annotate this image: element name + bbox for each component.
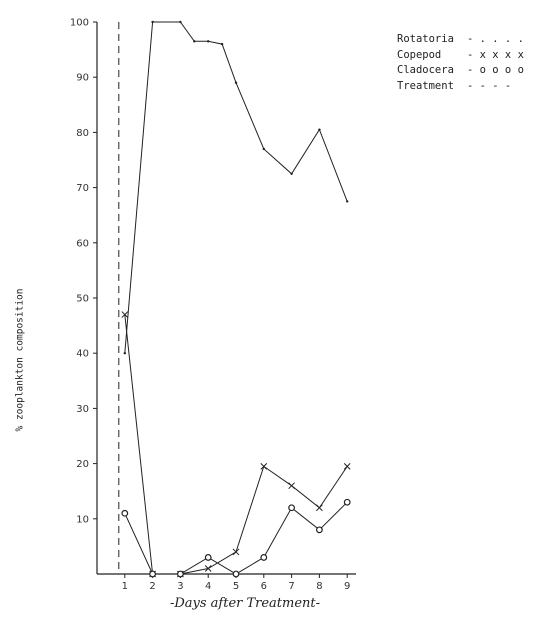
point-copepod	[343, 463, 351, 470]
legend-row-copepod: Copepod - x x x x	[397, 48, 524, 64]
point-cladocera	[121, 509, 129, 517]
point-copepod	[260, 463, 268, 470]
y-tick-label: 60	[76, 238, 89, 249]
point-rotatoria	[123, 352, 127, 355]
point-marker-stroke	[121, 311, 129, 318]
y-tick-label: 30	[76, 404, 89, 415]
point-copepod	[288, 482, 295, 490]
series-cladocera	[121, 498, 351, 578]
point-cladocera	[343, 498, 351, 506]
legend-symbol: - o o o o	[467, 64, 524, 76]
x-tick-label: 9	[344, 581, 350, 592]
point-marker-stroke	[260, 463, 268, 470]
x-tick-label: 5	[233, 581, 239, 592]
x-tick-label: 8	[316, 581, 322, 592]
x-tick-label: 1	[122, 581, 128, 592]
legend: Rotatoria - . . . . Copepod - x x x x Cl…	[397, 32, 524, 94]
legend-row-treatment: Treatment - - - -	[397, 79, 524, 95]
legend-row-rotatoria: Rotatoria - . . . .	[397, 32, 524, 48]
y-axis-label: % zooplankton composition	[14, 288, 26, 432]
legend-symbol: - - - -	[467, 79, 512, 92]
axes	[96, 22, 356, 575]
point-marker-stroke	[316, 504, 323, 512]
y-tick-label: 10	[76, 514, 89, 525]
legend-label: Treatment	[397, 79, 454, 92]
point-marker-stroke	[288, 482, 295, 490]
x-tick-label: 4	[205, 581, 211, 592]
series-rotatoria	[123, 20, 349, 355]
x-tick-label: 2	[149, 581, 155, 592]
y-tick-label: 80	[76, 128, 89, 139]
point-cladocera	[288, 504, 296, 512]
legend-row-cladocera: Cladocera - o o o o	[397, 63, 524, 79]
point-copepod	[316, 504, 323, 512]
point-rotatoria	[290, 172, 293, 175]
series-line-rotatoria	[124, 21, 348, 354]
legend-symbol: - x x x x	[467, 48, 524, 61]
series-layer	[121, 20, 351, 578]
y-tick-label: 100	[70, 18, 89, 29]
x-tick-label: 7	[288, 581, 294, 592]
point-copepod	[121, 311, 129, 318]
point-rotatoria	[318, 128, 321, 131]
y-tick-label: 70	[76, 183, 89, 194]
point-cladocera	[149, 570, 157, 578]
y-tick-label: 40	[76, 349, 89, 360]
point-rotatoria	[179, 20, 182, 24]
point-rotatoria	[151, 20, 154, 24]
legend-label: Rotatoria	[397, 33, 454, 45]
legend-label: Cladocera	[397, 64, 454, 76]
point-cladocera	[176, 570, 184, 578]
x-ticks: 1 2 3 4 5 6 7 8 9	[122, 574, 350, 592]
point-rotatoria	[346, 200, 349, 203]
y-tick-label: 90	[76, 73, 89, 84]
x-tick-label: 6	[261, 581, 267, 592]
series-copepod	[121, 311, 351, 578]
series-line-copepod	[124, 314, 348, 575]
legend-symbol: - . . . .	[467, 33, 524, 45]
series-line-cladocera	[124, 501, 348, 575]
point-rotatoria	[234, 81, 238, 84]
point-rotatoria	[207, 40, 210, 43]
point-cladocera	[260, 554, 268, 561]
legend-label: Copepod	[397, 48, 442, 61]
point-cladocera	[204, 554, 212, 561]
point-cladocera	[232, 570, 240, 578]
point-rotatoria	[220, 42, 224, 46]
y-tick-label: 50	[76, 294, 89, 305]
y-tick-label: 20	[76, 459, 89, 470]
point-copepod	[232, 548, 240, 556]
point-rotatoria	[193, 40, 196, 43]
x-tick-label: 3	[177, 581, 183, 592]
x-axis-label: -Days after Treatment-	[169, 596, 321, 611]
point-marker-stroke	[204, 565, 212, 572]
point-rotatoria	[262, 147, 265, 151]
point-copepod	[204, 565, 212, 572]
point-cladocera	[316, 526, 323, 534]
point-marker-stroke	[232, 548, 240, 556]
y-ticks: 10 20 30 40 50 60 70 80 90 100	[70, 18, 97, 525]
point-marker-stroke	[343, 463, 351, 470]
